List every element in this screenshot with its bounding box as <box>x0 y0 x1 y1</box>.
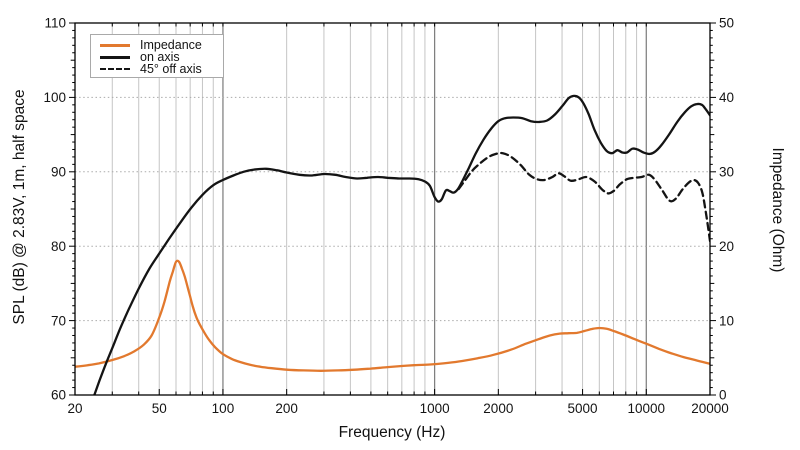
y-right-label-20: 20 <box>719 239 734 254</box>
x-tick-label-100: 100 <box>212 401 235 416</box>
x-tick-label-20000: 20000 <box>691 401 729 416</box>
legend: Impedance on axis 45° off axis <box>90 34 224 78</box>
plot-border <box>74 22 711 396</box>
legend-label-on-axis: on axis <box>140 50 180 64</box>
x-tick-label-1000: 1000 <box>420 401 450 416</box>
y-left-label-110: 110 <box>44 16 66 31</box>
axes <box>69 22 716 396</box>
y-right-label-10: 10 <box>719 313 734 328</box>
y-left-label-100: 100 <box>43 90 66 105</box>
gridlines <box>75 23 710 395</box>
y-left-label-90: 90 <box>51 165 66 180</box>
x-axis-title: Frequency (Hz) <box>338 424 446 441</box>
series <box>75 94 710 395</box>
legend-swatch-45-off-axis <box>100 68 130 70</box>
x-tick-label-10000: 10000 <box>628 401 666 416</box>
legend-swatch-impedance <box>100 43 130 47</box>
legend-swatch-on-axis <box>100 55 130 59</box>
right-axis-title: Impedance (Ohm) <box>769 147 786 273</box>
series-line-impedance <box>75 259 710 372</box>
legend-label-45-off-axis: 45° off axis <box>140 62 202 76</box>
series-line-on-axis <box>93 94 710 395</box>
y-right-label-30: 30 <box>719 165 734 180</box>
y-right-label-0: 0 <box>719 388 727 403</box>
x-tick-label-50: 50 <box>152 401 167 416</box>
y-right-label-50: 50 <box>719 16 734 31</box>
series-line-45-off-axis <box>457 151 710 243</box>
left-axis-title: SPL (dB) @ 2.83V, 1m, half space <box>11 89 28 325</box>
legend-item-impedance: Impedance <box>100 39 217 51</box>
legend-item-45-off-axis: 45° off axis <box>100 63 217 75</box>
legend-item-on-axis: on axis <box>100 51 217 63</box>
x-tick-label-20: 20 <box>67 401 82 416</box>
x-tick-label-2000: 2000 <box>483 401 513 416</box>
y-left-label-70: 70 <box>51 313 66 328</box>
x-tick-label-5000: 5000 <box>568 401 598 416</box>
x-tick-label-200: 200 <box>275 401 298 416</box>
legend-label-impedance: Impedance <box>140 38 202 52</box>
y-left-label-60: 60 <box>51 388 66 403</box>
y-left-label-80: 80 <box>51 239 66 254</box>
y-right-label-40: 40 <box>719 90 734 105</box>
